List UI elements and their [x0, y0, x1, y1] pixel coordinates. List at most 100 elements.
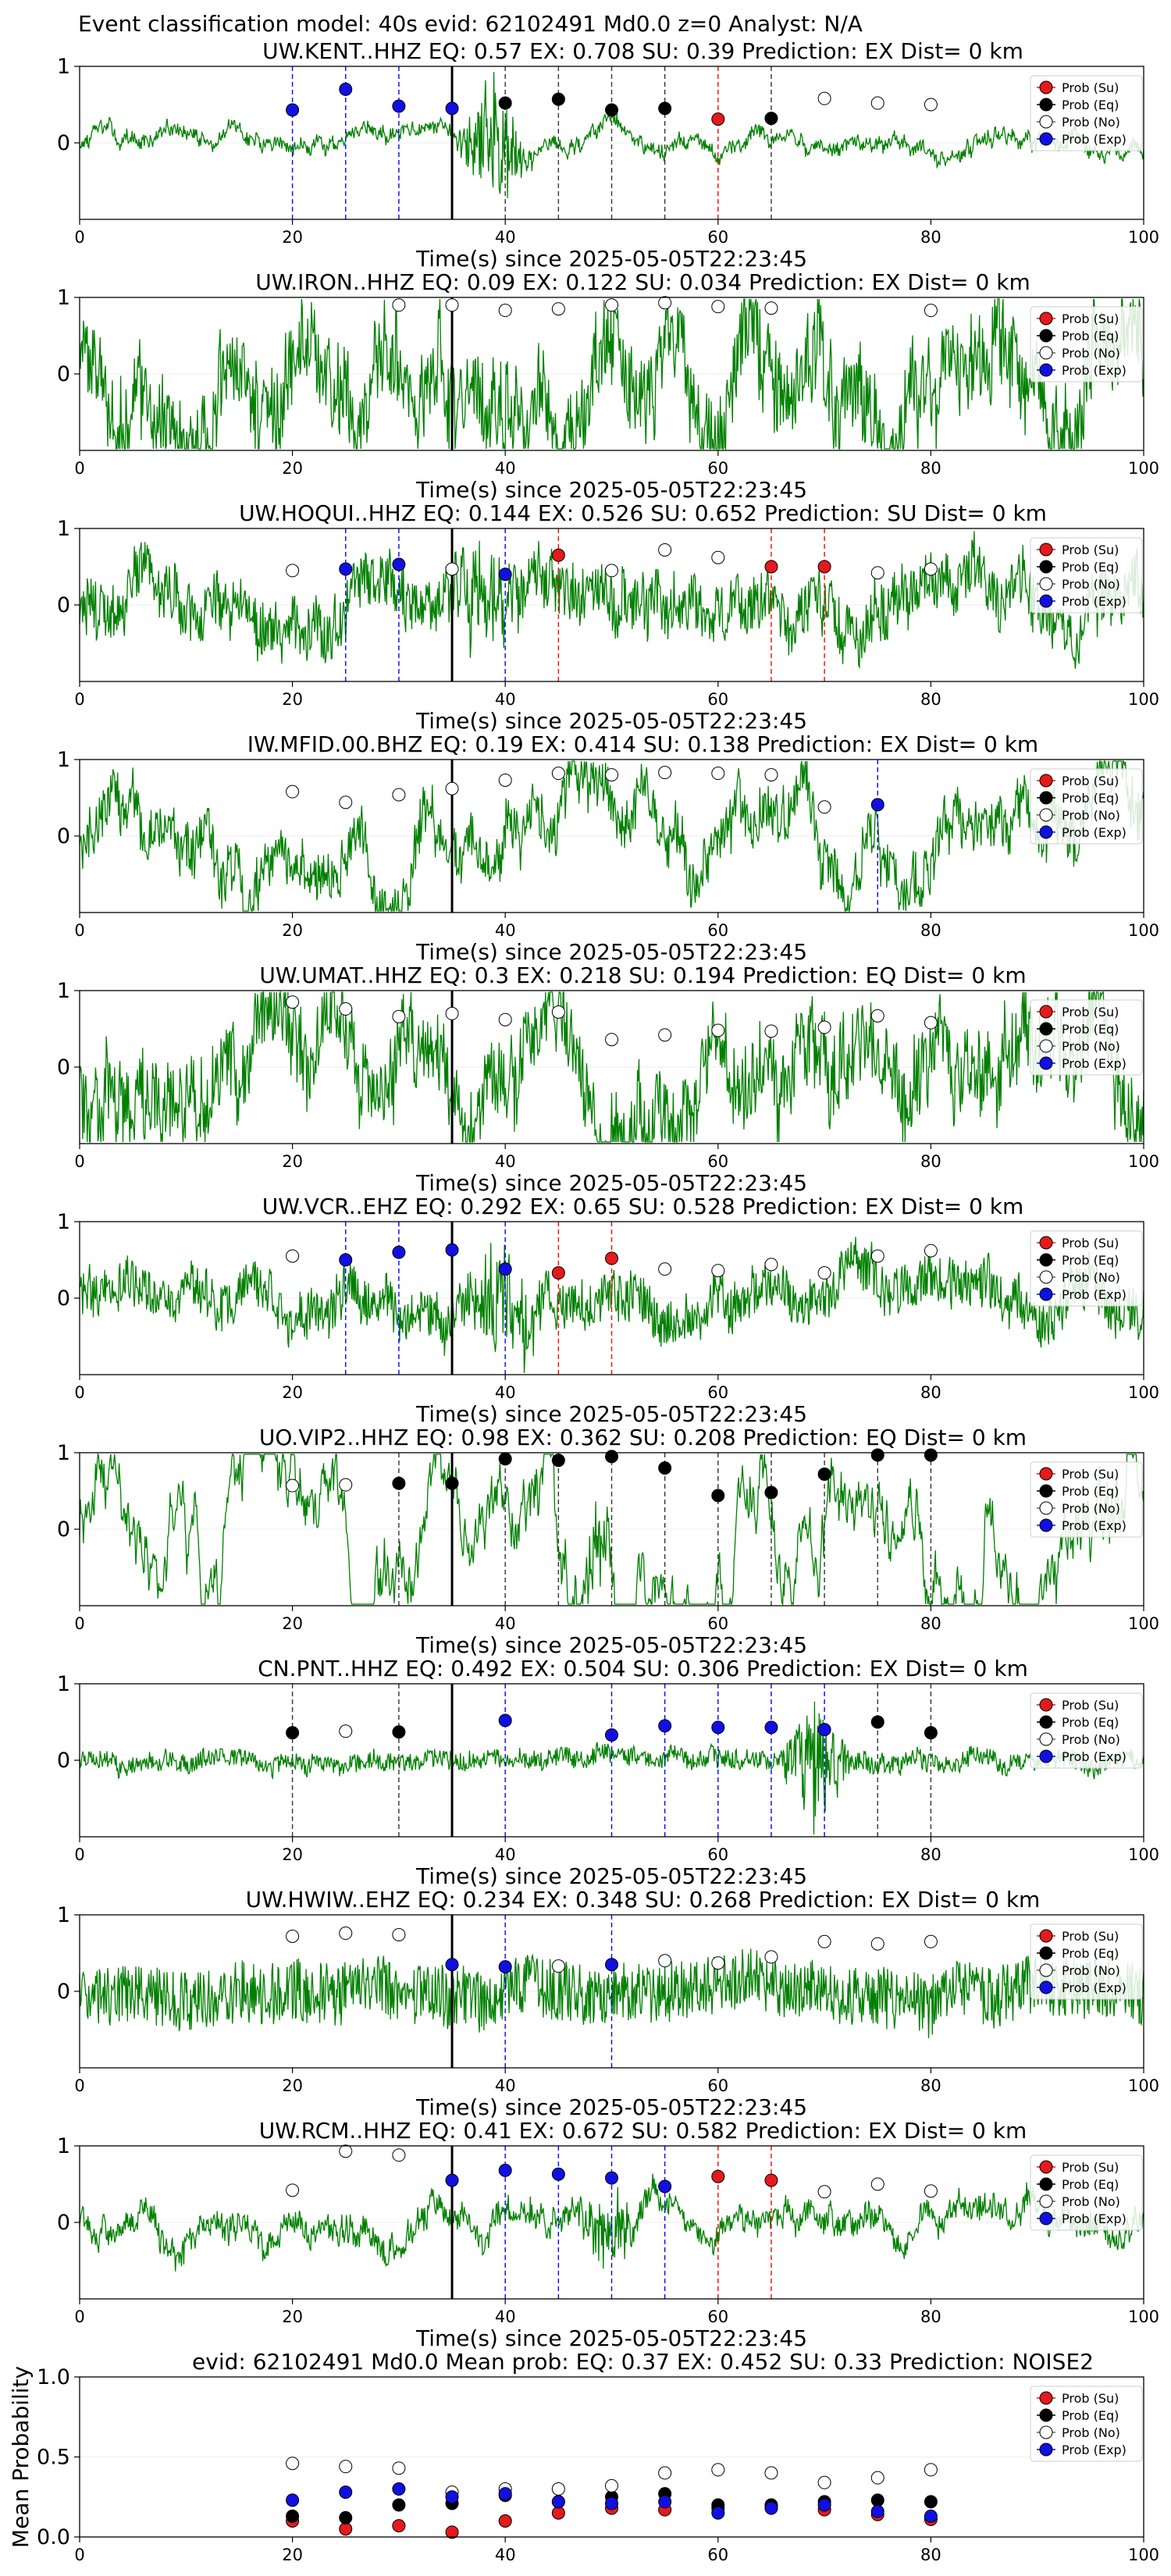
panel-2: UW.HOQUI..HHZ EQ: 0.144 EX: 0.526 SU: 0.… [57, 500, 1159, 734]
prob-point-exp [498, 1960, 512, 1974]
x-tick-label: 60 [707, 1845, 728, 1864]
prob-point-no [711, 300, 725, 314]
mean-point-exp [286, 2493, 300, 2507]
legend-marker-eq [1039, 98, 1053, 112]
axes-frame [79, 990, 1144, 1144]
prob-point-no [658, 1262, 672, 1276]
legend-frame [1030, 2386, 1143, 2462]
legend-frame [1030, 1461, 1143, 1538]
prob-point-no [605, 768, 618, 782]
prob-point-exp [498, 1713, 512, 1727]
panel-title: UW.UMAT..HHZ EQ: 0.3 EX: 0.218 SU: 0.194… [259, 962, 1026, 988]
x-tick-label: 100 [1128, 1845, 1159, 1864]
prob-point-no [817, 1266, 831, 1280]
legend-marker-exp [1039, 594, 1053, 608]
mean-point-no [605, 2478, 618, 2492]
prob-point-no [924, 1016, 938, 1030]
legend-label-eq: Prob (Eq) [1062, 1253, 1119, 1268]
legend-label-no: Prob (No) [1062, 577, 1120, 592]
legend-marker-exp [1039, 2211, 1053, 2226]
x-tick-label: 40 [495, 2307, 516, 2326]
legend-marker-no [1039, 808, 1053, 822]
legend: Prob (Su) Prob (Eq) Prob (No) Prob (Exp) [1030, 75, 1143, 151]
y-tick-label: 1 [57, 748, 70, 772]
prob-point-no [339, 1927, 353, 1941]
x-tick-label: 40 [495, 921, 516, 940]
x-tick-label: 60 [707, 2546, 728, 2564]
prob-point-no [711, 1023, 725, 1037]
prob-point-no [711, 550, 725, 564]
prob-point-su [764, 2173, 778, 2187]
prob-point-no [392, 1009, 406, 1023]
prob-point-eq [924, 1448, 938, 1462]
legend-label-no: Prob (No) [1062, 2425, 1120, 2440]
legend: Prob (Su) Prob (Eq) Prob (No) Prob (Exp) [1030, 768, 1143, 845]
prob-point-no [870, 1249, 884, 1263]
prob-point-eq [711, 1489, 725, 1503]
x-tick-label: 0 [74, 2307, 84, 2326]
x-tick-label: 20 [282, 1152, 303, 1171]
legend-label-eq: Prob (Eq) [1062, 1946, 1119, 1961]
prob-point-no [339, 1724, 353, 1738]
x-tick-label: 40 [495, 1152, 516, 1171]
legend-marker-su [1039, 774, 1053, 788]
legend-marker-no [1039, 1963, 1053, 1977]
x-tick-label: 100 [1128, 2076, 1159, 2095]
x-tick-label: 80 [920, 1383, 941, 1402]
legend-frame [1030, 75, 1143, 151]
legend-label-no: Prob (No) [1062, 2194, 1120, 2209]
x-axis-label: Time(s) since 2025-05-05T22:23:45 [415, 1632, 807, 1658]
x-tick-label: 20 [282, 2307, 303, 2326]
prob-point-exp [445, 1243, 459, 1257]
prob-point-no [605, 564, 618, 578]
legend-frame [1030, 1692, 1143, 1769]
mean-point-eq [286, 2509, 300, 2523]
legend-label-no: Prob (No) [1062, 1963, 1120, 1978]
x-tick-label: 60 [707, 459, 728, 478]
y-tick-label: 0.5 [37, 2446, 70, 2470]
mean-point-no [392, 2461, 406, 2475]
legend-marker-no [1039, 2194, 1053, 2208]
y-tick-label: 0 [57, 2211, 70, 2235]
prob-point-eq [658, 1461, 672, 1475]
x-tick-label: 80 [920, 228, 941, 247]
x-tick-label: 0 [74, 2546, 84, 2564]
x-tick-label: 100 [1128, 2307, 1159, 2326]
x-tick-label: 100 [1128, 228, 1159, 247]
panel-4: UW.UMAT..HHZ EQ: 0.3 EX: 0.218 SU: 0.194… [57, 962, 1159, 1196]
mean-point-eq [924, 2495, 938, 2509]
legend: Prob (Su) Prob (Eq) Prob (No) Prob (Exp) [1030, 2386, 1143, 2462]
mean-point-exp [551, 2495, 565, 2509]
x-tick-label: 0 [74, 228, 84, 247]
waveform-trace [79, 531, 1144, 669]
y-tick-label: 0 [57, 824, 70, 849]
prob-point-no [870, 566, 884, 580]
legend-label-exp: Prob (Exp) [1062, 825, 1127, 840]
x-tick-label: 60 [707, 2307, 728, 2326]
prob-point-eq [498, 96, 512, 110]
prob-point-no [658, 543, 672, 557]
x-tick-label: 60 [707, 2076, 728, 2095]
waveform-trace [79, 1236, 1144, 1374]
legend: Prob (Su) Prob (Eq) Prob (No) Prob (Exp) [1030, 1692, 1143, 1769]
mean-point-no [764, 2466, 778, 2480]
legend-label-no: Prob (No) [1062, 115, 1120, 130]
y-tick-label: 0 [57, 1055, 70, 1080]
legend-label-exp: Prob (Exp) [1062, 1749, 1127, 1764]
mean-point-no [551, 2482, 565, 2496]
x-tick-label: 60 [707, 690, 728, 709]
panel-3: IW.MFID.00.BHZ EQ: 0.19 EX: 0.414 SU: 0.… [57, 731, 1159, 965]
legend-label-eq: Prob (Eq) [1062, 791, 1119, 806]
prob-point-no [924, 1244, 938, 1258]
panel-title: UW.KENT..HHZ EQ: 0.57 EX: 0.708 SU: 0.39… [262, 38, 1023, 64]
x-tick-label: 80 [920, 921, 941, 940]
axes-frame [79, 66, 1144, 220]
x-tick-label: 40 [495, 690, 516, 709]
x-tick-label: 0 [74, 1845, 84, 1864]
prob-point-exp [339, 82, 353, 96]
legend-marker-su [1039, 311, 1053, 326]
legend-label-no: Prob (No) [1062, 1039, 1120, 1054]
prob-point-no [445, 298, 459, 312]
legend-marker-su [1039, 2160, 1053, 2174]
x-axis-label: Time(s) since 2025-05-05T22:23:45 [415, 477, 807, 503]
